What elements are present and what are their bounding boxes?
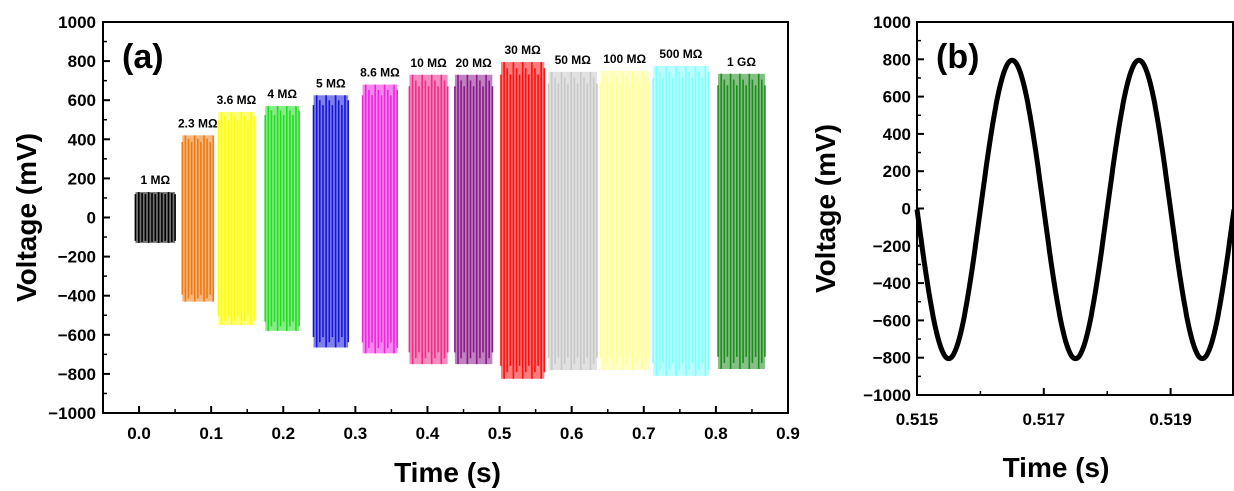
burst-oscillation bbox=[547, 71, 598, 370]
burst-oscillation bbox=[181, 135, 215, 302]
burst-envelope bbox=[600, 70, 649, 370]
x-tick-label: 0.7 bbox=[632, 424, 656, 443]
panel-a-ticks: 1000 800 600 400 200 0 −200 −400 −600 −800 −1000 0.… bbox=[48, 13, 800, 443]
y-tick-label: −1000 bbox=[863, 386, 911, 405]
burst-4 bbox=[312, 95, 349, 348]
y-tick-label: −400 bbox=[58, 287, 96, 306]
y-tick-label: 600 bbox=[883, 88, 911, 107]
resistance-label: 500 MΩ bbox=[659, 47, 702, 61]
resistance-label: 1 GΩ bbox=[727, 55, 756, 69]
burst-envelope bbox=[653, 65, 709, 376]
x-tick-label: 0.519 bbox=[1149, 410, 1192, 429]
burst-envelope bbox=[218, 111, 255, 326]
burst-12 bbox=[717, 73, 766, 370]
x-tick-label: 0.515 bbox=[896, 410, 939, 429]
panel-a-resistance-labels: 1 MΩ 2.3 MΩ 3.6 MΩ 4 MΩ 5 MΩ 8.6 MΩ 10 MΩ 20 MΩ… bbox=[140, 43, 756, 187]
burst-oscillation bbox=[599, 70, 650, 370]
burst-3 bbox=[264, 106, 300, 331]
x-tick-label: 0.517 bbox=[1023, 410, 1066, 429]
x-tick-label: 0.3 bbox=[344, 424, 368, 443]
burst-oscillation bbox=[454, 74, 494, 365]
x-tick-label: 0.5 bbox=[488, 424, 512, 443]
resistance-label: 5 MΩ bbox=[316, 76, 346, 90]
panel-a-x-axis-title: Time (s) bbox=[394, 457, 501, 488]
burst-5 bbox=[361, 84, 398, 354]
y-tick-label: −1000 bbox=[48, 404, 96, 423]
resistance-label: 2.3 MΩ bbox=[178, 116, 218, 130]
resistance-label: 10 MΩ bbox=[410, 56, 447, 70]
burst-9 bbox=[547, 71, 598, 370]
x-tick-label: 0.6 bbox=[560, 424, 584, 443]
panel-b-plot-frame bbox=[916, 21, 1234, 396]
burst-2 bbox=[217, 111, 256, 326]
panel-b: 1000 800 600 400 200 0 −200 −400 −600 −800 −1000 0.… bbox=[810, 13, 1234, 483]
burst-7 bbox=[454, 74, 494, 365]
y-tick-label: −200 bbox=[873, 237, 911, 256]
x-tick-label: 0.2 bbox=[271, 424, 295, 443]
y-tick-label: 0 bbox=[87, 209, 96, 228]
x-tick-label: 0.9 bbox=[776, 424, 800, 443]
burst-oscillation bbox=[312, 95, 349, 348]
y-tick-label: −800 bbox=[873, 349, 911, 368]
y-tick-label: 200 bbox=[883, 162, 911, 181]
burst-oscillation bbox=[500, 62, 546, 379]
resistance-label: 4 MΩ bbox=[267, 87, 297, 101]
burst-oscillation bbox=[264, 106, 300, 331]
burst-1 bbox=[181, 135, 215, 302]
y-tick-label: −800 bbox=[58, 365, 96, 384]
x-tick-label: 0.8 bbox=[704, 424, 728, 443]
burst-0 bbox=[134, 192, 176, 243]
burst-envelope bbox=[548, 71, 597, 370]
y-tick-label: 400 bbox=[883, 125, 911, 144]
panel-b-label: (b) bbox=[936, 38, 979, 76]
panel-a-bursts bbox=[134, 62, 766, 379]
resistance-label: 30 MΩ bbox=[504, 43, 541, 57]
burst-oscillation bbox=[652, 66, 710, 376]
y-tick-label: 200 bbox=[68, 169, 96, 188]
burst-11 bbox=[652, 65, 710, 376]
panel-a-label: (a) bbox=[122, 38, 164, 76]
y-tick-label: −600 bbox=[58, 326, 96, 345]
y-tick-label: 600 bbox=[68, 91, 96, 110]
resistance-label: 8.6 MΩ bbox=[360, 66, 400, 80]
burst-envelope bbox=[313, 95, 349, 348]
burst-envelope bbox=[718, 73, 765, 370]
burst-10 bbox=[599, 70, 650, 370]
x-tick-label: 0.1 bbox=[199, 424, 223, 443]
x-tick-label: 0.4 bbox=[416, 424, 440, 443]
y-tick-label: −600 bbox=[873, 311, 911, 330]
resistance-label: 20 MΩ bbox=[455, 56, 492, 70]
y-tick-label: 0 bbox=[902, 200, 911, 219]
resistance-label: 100 MΩ bbox=[603, 52, 646, 66]
resistance-label: 3.6 MΩ bbox=[217, 93, 257, 107]
panel-b-y-axis-title: Voltage (mV) bbox=[810, 124, 841, 293]
burst-envelope bbox=[362, 84, 398, 354]
resistance-label: 50 MΩ bbox=[555, 53, 592, 67]
burst-oscillation bbox=[217, 111, 256, 325]
panel-a-y-axis-title: Voltage (mV) bbox=[11, 133, 42, 302]
burst-oscillation bbox=[717, 73, 766, 369]
y-tick-label: −400 bbox=[873, 274, 911, 293]
y-tick-label: 800 bbox=[68, 52, 96, 71]
panel-a: 1 MΩ 2.3 MΩ 3.6 MΩ 4 MΩ 5 MΩ 8.6 MΩ 10 MΩ 20 MΩ… bbox=[11, 13, 800, 488]
burst-6 bbox=[408, 74, 449, 365]
burst-oscillation bbox=[408, 74, 449, 365]
y-tick-label: 400 bbox=[68, 130, 96, 149]
y-tick-label: 800 bbox=[883, 50, 911, 69]
panel-b-ticks: 1000 800 600 400 200 0 −200 −400 −600 −800 −1000 0.… bbox=[863, 13, 1192, 429]
panel-b-sine-trace bbox=[914, 57, 1234, 362]
y-tick-label: 1000 bbox=[873, 13, 911, 32]
burst-oscillation bbox=[134, 192, 176, 243]
y-tick-label: 1000 bbox=[58, 13, 96, 32]
panel-b-x-axis-title: Time (s) bbox=[1003, 452, 1110, 483]
y-tick-label: −200 bbox=[58, 248, 96, 267]
burst-envelope bbox=[265, 106, 300, 331]
x-tick-label: 0.0 bbox=[127, 424, 151, 443]
resistance-label: 1 MΩ bbox=[140, 173, 170, 187]
burst-oscillation bbox=[361, 84, 398, 354]
burst-8 bbox=[500, 62, 546, 379]
